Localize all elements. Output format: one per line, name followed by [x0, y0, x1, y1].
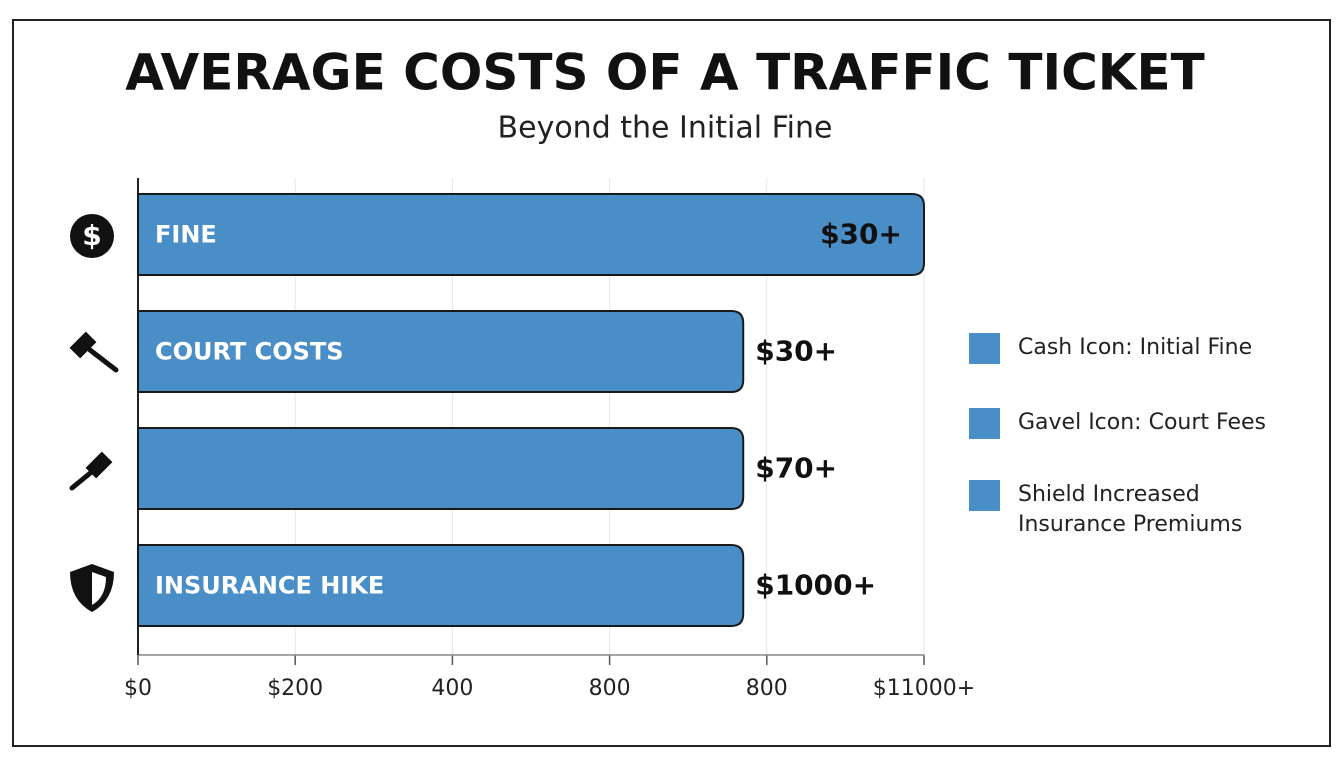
- dollar-icon: $: [70, 214, 114, 258]
- legend-swatch: [969, 480, 1000, 511]
- bar-label: FINE: [155, 221, 217, 249]
- gavel-icon: [69, 451, 113, 491]
- x-tick-label: 800: [746, 676, 788, 701]
- bar: [137, 193, 925, 276]
- bar: [137, 544, 745, 627]
- legend-label: Gavel Icon: Court Fees: [1018, 410, 1266, 435]
- annotation: $1000+: [755, 569, 876, 602]
- chart-subtitle: Beyond the Initial Fine: [498, 111, 833, 146]
- legend-label: Shield Increased Insurance Premiums: [1018, 482, 1243, 537]
- bar: [137, 427, 745, 510]
- legend-swatch: [969, 333, 1000, 364]
- annotation: $70+: [755, 452, 837, 485]
- annotation: $30+: [820, 218, 902, 251]
- gavel-icon: [69, 331, 119, 373]
- bar: [137, 310, 745, 393]
- annotation: $30+: [755, 335, 837, 368]
- x-tick-label: $200: [267, 676, 323, 701]
- chart-title: AVERAGE COSTS OF A TRAFFIC TICKET: [125, 44, 1205, 102]
- x-tick-label: 400: [431, 676, 473, 701]
- x-tick-label: 800: [589, 676, 631, 701]
- bar-label: INSURANCE HIKE: [155, 572, 384, 600]
- legend-label: Cash Icon: Initial Fine: [1018, 335, 1253, 360]
- legend-swatch: [969, 408, 1000, 439]
- bar-label: COURT COSTS: [155, 338, 344, 366]
- x-tick-label: $11000+: [873, 676, 975, 701]
- shield-icon: [70, 564, 114, 612]
- svg-text:$: $: [82, 219, 101, 252]
- x-tick-label: $0: [124, 676, 152, 701]
